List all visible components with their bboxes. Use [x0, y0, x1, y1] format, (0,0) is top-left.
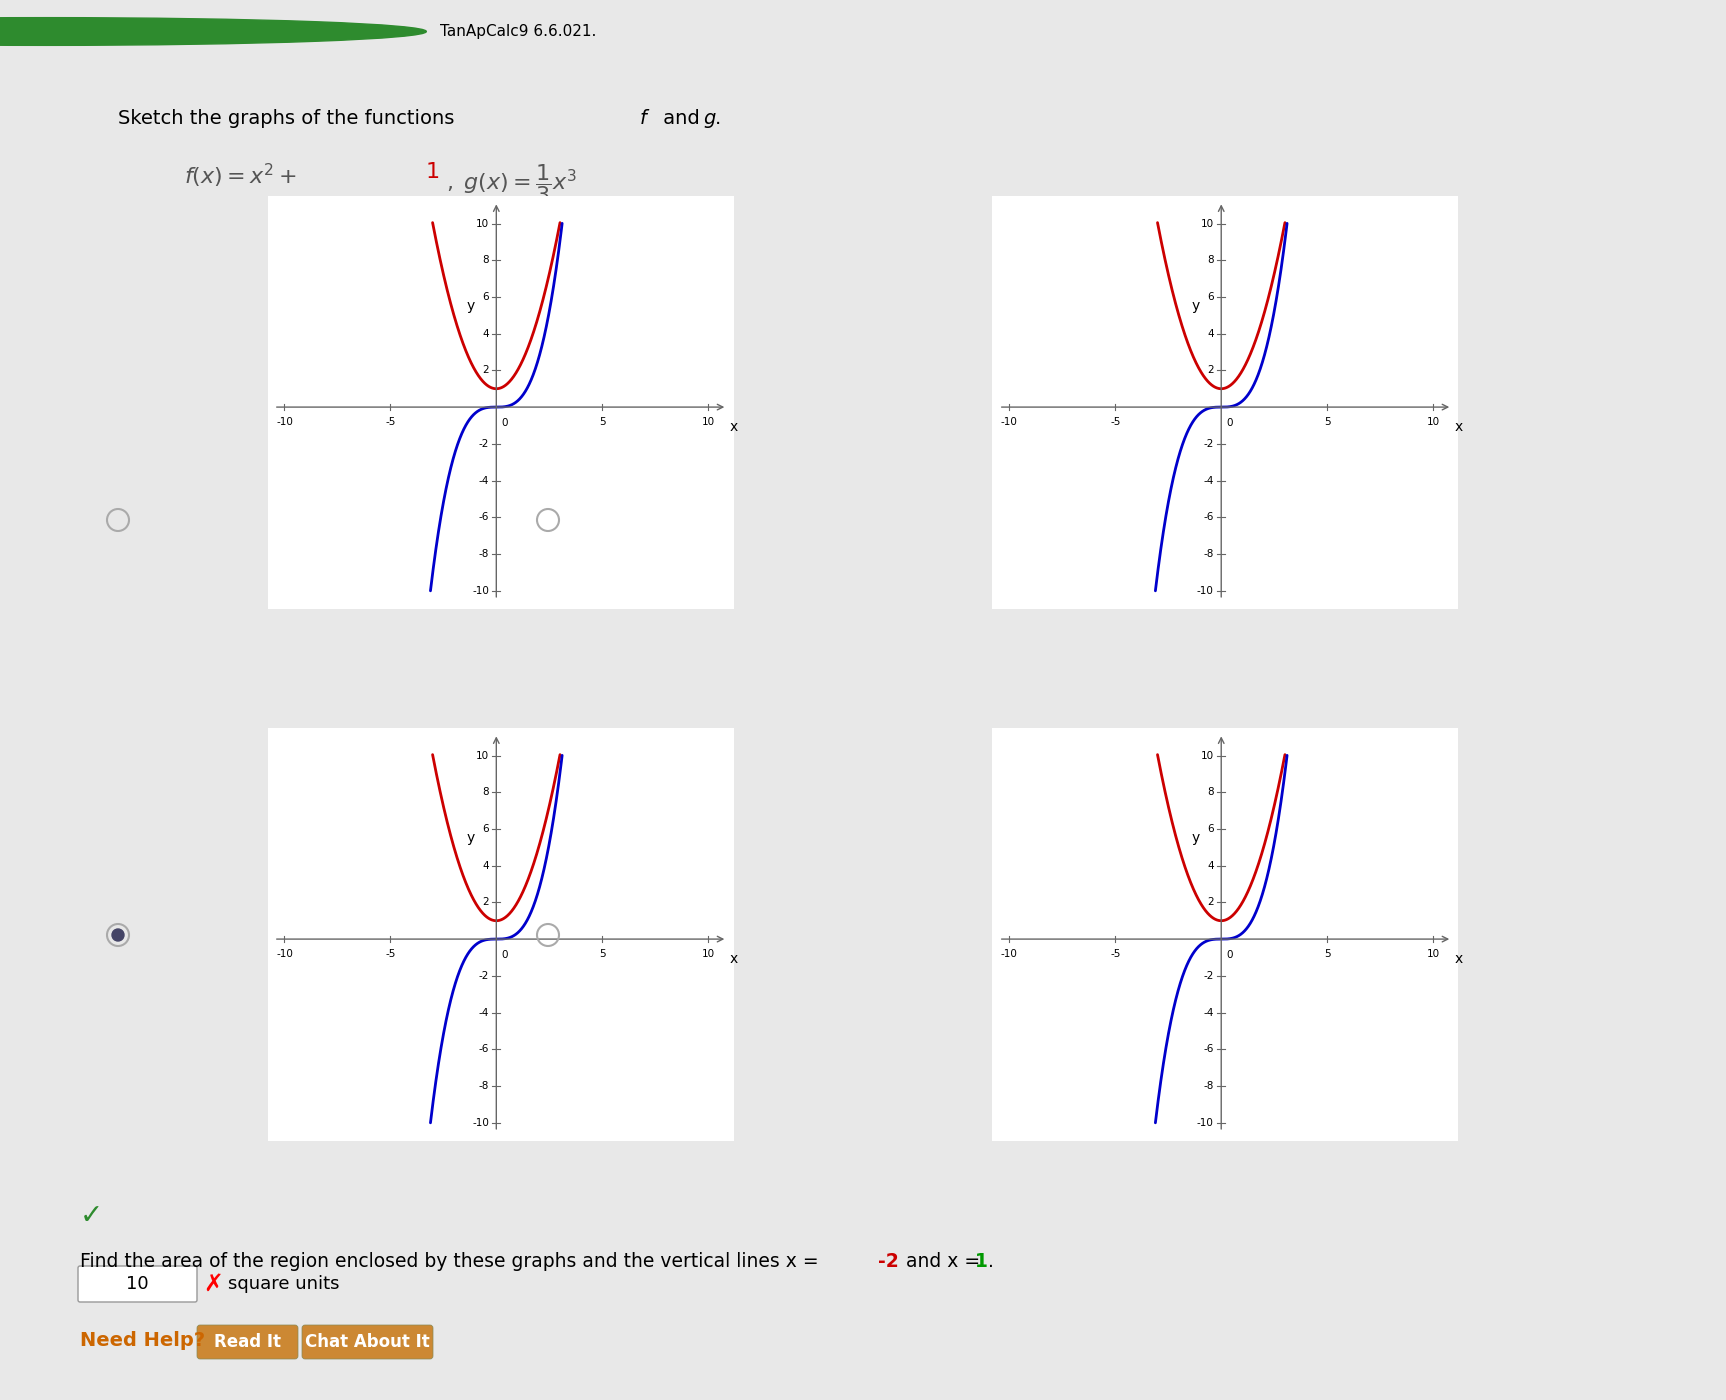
- Text: 5: 5: [1324, 949, 1331, 959]
- Text: -2: -2: [879, 1252, 899, 1271]
- Text: 8: 8: [1206, 255, 1213, 265]
- Text: TanApCalc9 6.6.021.: TanApCalc9 6.6.021.: [440, 24, 597, 39]
- Text: 0.5/1 points: 0.5/1 points: [81, 24, 183, 39]
- Text: -8: -8: [478, 1081, 488, 1091]
- Text: 8: 8: [482, 787, 488, 797]
- Text: Previous Answers: Previous Answers: [242, 24, 376, 39]
- Text: .: .: [987, 1252, 994, 1271]
- Text: +: +: [41, 25, 52, 38]
- Text: 6: 6: [1206, 293, 1213, 302]
- Text: .: .: [715, 109, 721, 129]
- Text: 0: 0: [502, 419, 507, 428]
- Text: 8: 8: [482, 255, 488, 265]
- Text: 10: 10: [1201, 750, 1213, 760]
- Text: Find the area of the region enclosed by these graphs and the vertical lines x =: Find the area of the region enclosed by …: [79, 1252, 825, 1271]
- Circle shape: [112, 930, 124, 941]
- Text: 4: 4: [1206, 861, 1213, 871]
- Text: -6: -6: [1203, 1044, 1213, 1054]
- Text: $1$: $1$: [425, 162, 438, 182]
- Text: -10: -10: [471, 585, 488, 595]
- Text: -2: -2: [478, 970, 488, 981]
- Text: y: y: [466, 300, 475, 314]
- Text: 2: 2: [482, 897, 488, 907]
- Text: x: x: [730, 952, 737, 966]
- Text: f: f: [640, 109, 647, 129]
- Text: -6: -6: [1203, 512, 1213, 522]
- FancyBboxPatch shape: [197, 1324, 299, 1359]
- Text: -5: -5: [1110, 949, 1120, 959]
- Text: |: |: [224, 24, 230, 39]
- Text: 4: 4: [1206, 329, 1213, 339]
- Text: 10: 10: [476, 218, 488, 228]
- Text: -2: -2: [478, 438, 488, 449]
- Text: -8: -8: [1203, 1081, 1213, 1091]
- Text: y: y: [1191, 300, 1200, 314]
- Text: -8: -8: [478, 549, 488, 559]
- Text: Need Help?: Need Help?: [79, 1330, 205, 1350]
- Text: 10: 10: [1426, 417, 1439, 427]
- Text: -8: -8: [1203, 549, 1213, 559]
- Text: -5: -5: [1110, 417, 1120, 427]
- Text: 10: 10: [126, 1275, 148, 1294]
- Text: 2: 2: [1206, 897, 1213, 907]
- Text: 10: 10: [1426, 949, 1439, 959]
- Text: Sketch the graphs of the functions: Sketch the graphs of the functions: [117, 109, 461, 129]
- Text: -6: -6: [478, 1044, 488, 1054]
- Text: y: y: [1191, 832, 1200, 846]
- Text: 5: 5: [1324, 417, 1331, 427]
- Text: -10: -10: [276, 417, 293, 427]
- Text: Read It: Read It: [214, 1333, 281, 1351]
- Text: 6: 6: [1206, 825, 1213, 834]
- Text: -6: -6: [478, 512, 488, 522]
- Text: 10: 10: [701, 949, 715, 959]
- Text: 4: 4: [482, 861, 488, 871]
- Text: -2: -2: [1203, 970, 1213, 981]
- Text: -10: -10: [471, 1117, 488, 1127]
- Text: $,\; g(x) = \dfrac{1}{3}x^3$: $,\; g(x) = \dfrac{1}{3}x^3$: [445, 162, 576, 206]
- Text: 2: 2: [482, 365, 488, 375]
- Text: -4: -4: [1203, 1008, 1213, 1018]
- FancyBboxPatch shape: [78, 1266, 197, 1302]
- Text: -10: -10: [1196, 585, 1213, 595]
- Text: -10: -10: [1001, 949, 1018, 959]
- Text: 5: 5: [599, 417, 606, 427]
- Text: 6: 6: [482, 825, 488, 834]
- Text: 1: 1: [975, 1252, 987, 1271]
- Text: $f(x) = x^2 + $: $f(x) = x^2 + $: [185, 162, 297, 190]
- Text: 2: 2: [1206, 365, 1213, 375]
- Text: -5: -5: [385, 417, 395, 427]
- Text: g: g: [702, 109, 715, 129]
- Text: x: x: [730, 420, 737, 434]
- Text: -10: -10: [276, 949, 293, 959]
- Text: 0: 0: [1227, 419, 1232, 428]
- Text: and x =: and x =: [899, 1252, 986, 1271]
- Text: -4: -4: [478, 1008, 488, 1018]
- Text: y: y: [466, 832, 475, 846]
- Text: square units: square units: [228, 1275, 340, 1294]
- Text: -2: -2: [1203, 438, 1213, 449]
- Text: 10: 10: [1201, 218, 1213, 228]
- Text: and: and: [656, 109, 706, 129]
- Text: 5: 5: [599, 949, 606, 959]
- Text: 0: 0: [1227, 951, 1232, 960]
- Circle shape: [0, 18, 426, 45]
- Text: 5.: 5.: [21, 22, 40, 41]
- Text: 6: 6: [482, 293, 488, 302]
- Text: 4: 4: [482, 329, 488, 339]
- Text: ✗: ✗: [204, 1273, 223, 1296]
- Text: x: x: [1455, 952, 1462, 966]
- Text: 10: 10: [476, 750, 488, 760]
- Text: 8: 8: [1206, 787, 1213, 797]
- Text: 10: 10: [701, 417, 715, 427]
- Text: -10: -10: [1001, 417, 1018, 427]
- Text: -5: -5: [385, 949, 395, 959]
- FancyBboxPatch shape: [302, 1324, 433, 1359]
- Text: x: x: [1455, 420, 1462, 434]
- Text: 0: 0: [502, 951, 507, 960]
- Text: -4: -4: [1203, 476, 1213, 486]
- Text: Chat About It: Chat About It: [304, 1333, 430, 1351]
- Text: -4: -4: [478, 476, 488, 486]
- Text: -10: -10: [1196, 1117, 1213, 1127]
- Text: ✓: ✓: [79, 1203, 104, 1231]
